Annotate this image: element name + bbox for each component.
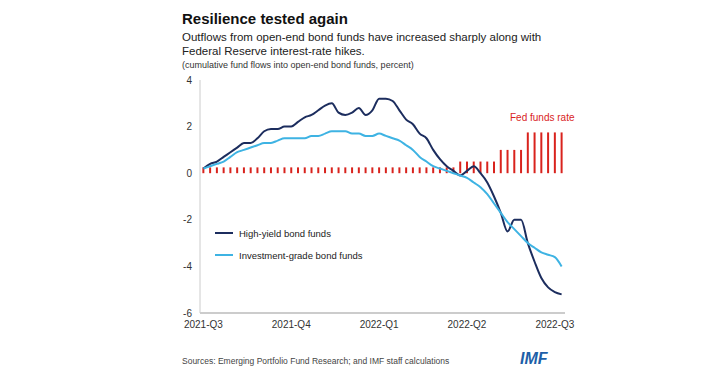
html-text:Outflows from open-end bond fu: Outflows from open-end bond funds have i… — [182, 31, 542, 57]
svg-text:4: 4 — [186, 75, 192, 86]
svg-text:2: 2 — [186, 121, 192, 132]
svg-text:2022-Q2: 2022-Q2 — [448, 319, 487, 330]
svg-text:-4: -4 — [183, 261, 192, 272]
html-text:IMF: IMF — [520, 350, 548, 367]
html-text:High-yield bond funds: High-yield bond funds — [239, 227, 331, 239]
html-text:Fed funds rate: Fed funds rate — [510, 112, 575, 123]
svg-text:2022-Q1: 2022-Q1 — [360, 319, 399, 330]
html-text:Investment-grade bond funds: Investment-grade bond funds — [239, 249, 363, 261]
svg-text:2022-Q3: 2022-Q3 — [535, 319, 574, 330]
svg-text:-2: -2 — [183, 214, 192, 225]
svg-text:2021-Q4: 2021-Q4 — [272, 319, 311, 330]
html-text:Sources: Emerging Portfolio Fu: Sources: Emerging Portfolio Fund Researc… — [182, 356, 450, 366]
svg-text:-6: -6 — [183, 308, 192, 319]
html-text:(cumulative fund flows into op: (cumulative fund flows into open-end bon… — [182, 60, 414, 70]
svg-text:0: 0 — [186, 168, 192, 179]
svg-text:2021-Q3: 2021-Q3 — [184, 319, 223, 330]
html-text:Resilience tested again: Resilience tested again — [182, 10, 348, 27]
